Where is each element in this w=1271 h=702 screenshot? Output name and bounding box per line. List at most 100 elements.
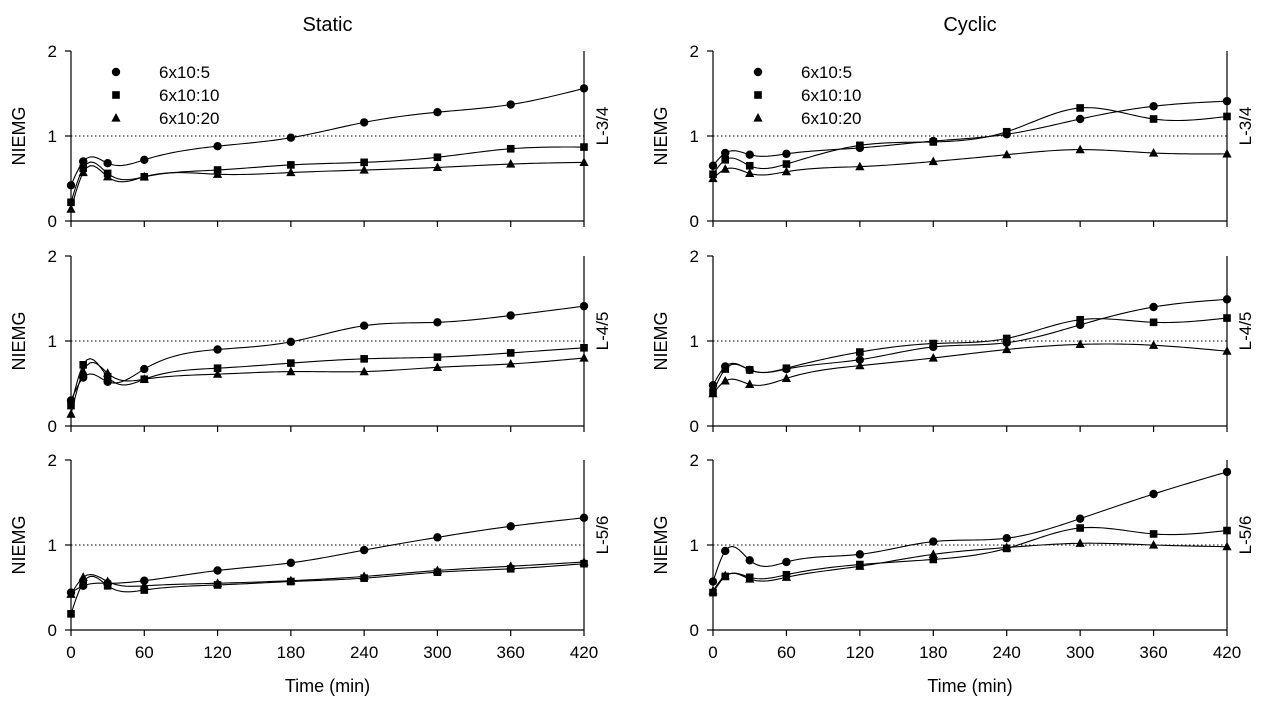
data-point xyxy=(66,181,76,190)
data-point xyxy=(781,572,792,581)
data-point xyxy=(745,366,754,374)
data-point xyxy=(745,379,755,388)
data-point xyxy=(1075,114,1085,124)
data-point xyxy=(1223,112,1231,121)
data-point xyxy=(103,576,113,586)
data-point xyxy=(212,578,223,587)
data-point xyxy=(929,537,938,546)
data-point xyxy=(506,358,516,368)
data-point xyxy=(721,546,730,556)
data-point xyxy=(782,364,791,372)
y-tick-label: 0 xyxy=(690,621,699,640)
x-tick-label: 0 xyxy=(708,643,717,662)
data-point xyxy=(433,153,442,162)
data-point xyxy=(359,321,369,330)
data-point xyxy=(1222,346,1232,355)
data-point xyxy=(1149,318,1158,327)
panel-cyclic-0: 0 1 2 NIEMG L-3/4 Cyclic 6x10:5 6x10:10 6x10:20 xyxy=(651,14,1255,231)
data-point xyxy=(1076,524,1084,532)
y-tick-label: 1 xyxy=(690,127,699,146)
data-point xyxy=(929,555,938,564)
data-point xyxy=(579,301,589,311)
data-point xyxy=(720,164,730,173)
panel-static-0: 0 1 2 NIEMG L-3/4 Static 6x10:5 6x10:10 6x10:20 xyxy=(9,14,612,231)
data-point xyxy=(212,369,223,378)
data-point xyxy=(1002,344,1012,354)
legend-label: 6x10:5 xyxy=(801,63,852,82)
data-point xyxy=(708,577,718,586)
data-point xyxy=(708,585,718,595)
data-point xyxy=(359,118,369,127)
data-point xyxy=(745,574,755,583)
data-point xyxy=(287,161,295,169)
data-point xyxy=(1002,149,1012,159)
y-tick-label: 0 xyxy=(48,212,57,231)
legend-marker xyxy=(753,113,763,122)
data-point xyxy=(139,580,149,590)
data-point xyxy=(66,204,76,213)
data-point xyxy=(213,142,222,151)
x-tick-label: 180 xyxy=(919,643,947,662)
data-point xyxy=(929,138,938,146)
panel-static-1: 0 1 2 NIEMG L-4/5 xyxy=(9,247,612,436)
data-point xyxy=(579,353,589,362)
y-tick-label: 2 xyxy=(690,247,699,266)
data-point xyxy=(103,368,113,377)
data-point xyxy=(286,366,296,376)
data-point xyxy=(721,365,730,373)
data-point xyxy=(579,513,589,522)
data-point xyxy=(855,360,865,370)
x-tick-label: 240 xyxy=(350,643,378,662)
data-point xyxy=(708,173,718,183)
y-axis-title: NIEMG xyxy=(651,515,671,574)
data-point xyxy=(929,339,938,348)
data-point xyxy=(139,374,149,383)
data-point xyxy=(66,409,76,418)
data-point xyxy=(433,533,442,542)
y-axis-title: NIEMG xyxy=(9,106,29,165)
data-point xyxy=(745,150,754,159)
y-tick-label: 1 xyxy=(48,127,57,146)
y-tick-label: 1 xyxy=(690,332,699,351)
y-tick-label: 2 xyxy=(690,451,699,470)
data-point xyxy=(359,366,369,376)
data-point xyxy=(67,610,75,618)
data-point xyxy=(745,556,754,565)
y-tick-label: 0 xyxy=(690,212,699,231)
data-point xyxy=(506,522,515,531)
y-tick-label: 2 xyxy=(48,451,57,470)
y-tick-label: 1 xyxy=(48,536,57,555)
x-axis-title: Time (min) xyxy=(927,676,1012,696)
legend-label: 6x10:10 xyxy=(159,86,220,105)
data-point xyxy=(745,161,754,170)
data-point xyxy=(506,311,515,320)
y-tick-label: 2 xyxy=(48,42,57,61)
series-curve xyxy=(712,542,1228,592)
data-point xyxy=(1222,96,1232,106)
data-point xyxy=(721,156,730,164)
data-point xyxy=(433,318,442,327)
data-point xyxy=(359,571,369,581)
data-point xyxy=(433,108,442,117)
data-point xyxy=(781,373,792,382)
data-point xyxy=(287,359,295,367)
data-point xyxy=(78,167,88,177)
y-tick-label: 2 xyxy=(48,247,57,266)
data-point xyxy=(1149,489,1158,499)
data-point xyxy=(212,169,223,178)
data-point xyxy=(1075,339,1085,348)
x-tick-label: 180 xyxy=(277,643,305,662)
data-point xyxy=(1002,334,1011,343)
x-tick-label: 120 xyxy=(846,643,874,662)
data-point xyxy=(855,550,865,559)
data-point xyxy=(1222,295,1232,304)
legend-label: 6x10:20 xyxy=(159,109,220,128)
data-point xyxy=(286,133,296,142)
x-tick-label: 300 xyxy=(423,643,451,662)
data-point xyxy=(1149,115,1158,123)
data-point xyxy=(286,558,296,568)
row-label: L-4/5 xyxy=(1236,312,1255,351)
data-point xyxy=(855,561,865,570)
x-tick-label: 240 xyxy=(993,643,1021,662)
x-tick-label: 60 xyxy=(135,643,154,662)
